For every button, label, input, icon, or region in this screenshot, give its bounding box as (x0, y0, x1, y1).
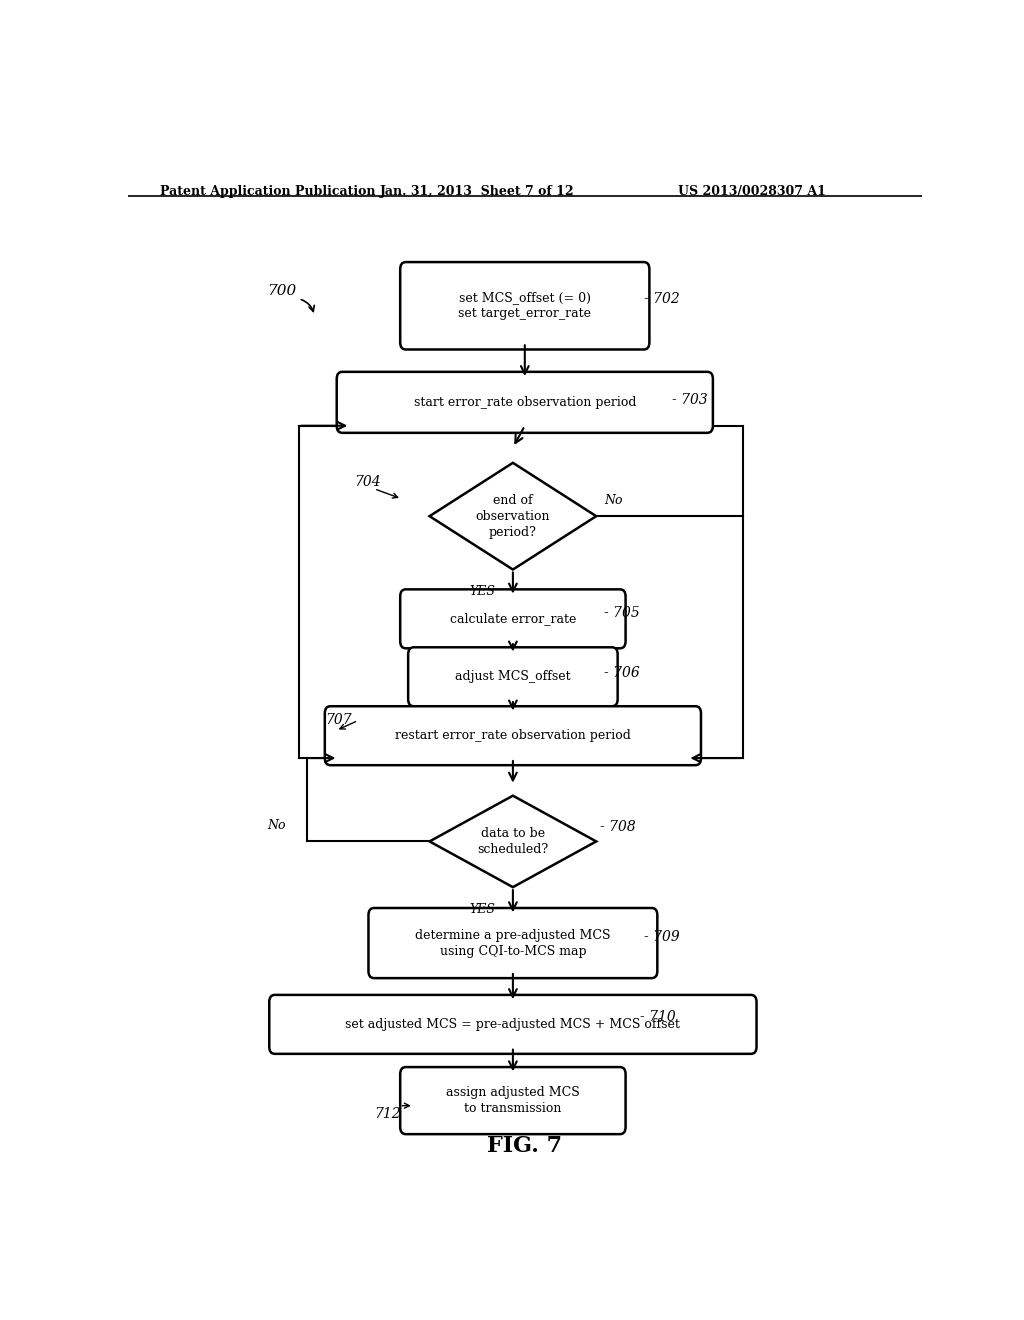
Text: YES: YES (469, 585, 496, 598)
Text: 704: 704 (354, 475, 381, 488)
Text: FIG. 7: FIG. 7 (487, 1135, 562, 1158)
Text: end of
observation
period?: end of observation period? (475, 494, 550, 539)
Text: - 710: - 710 (640, 1010, 676, 1024)
Text: - 706: - 706 (604, 665, 640, 680)
Text: US 2013/0028307 A1: US 2013/0028307 A1 (679, 185, 826, 198)
FancyBboxPatch shape (369, 908, 657, 978)
Text: Patent Application Publication: Patent Application Publication (160, 185, 375, 198)
Text: data to be
scheduled?: data to be scheduled? (477, 826, 549, 855)
FancyBboxPatch shape (325, 706, 701, 766)
Text: determine a pre-adjusted MCS
using CQI-to-MCS map: determine a pre-adjusted MCS using CQI-t… (415, 928, 610, 957)
Text: - 702: - 702 (644, 292, 680, 306)
Polygon shape (430, 463, 596, 569)
Text: 712: 712 (374, 1106, 400, 1121)
FancyBboxPatch shape (269, 995, 757, 1053)
FancyBboxPatch shape (400, 1067, 626, 1134)
Text: Jan. 31, 2013  Sheet 7 of 12: Jan. 31, 2013 Sheet 7 of 12 (380, 185, 574, 198)
FancyBboxPatch shape (400, 589, 626, 648)
Text: YES: YES (469, 903, 496, 916)
FancyBboxPatch shape (337, 372, 713, 433)
Text: start error_rate observation period: start error_rate observation period (414, 396, 636, 409)
Text: 707: 707 (325, 714, 351, 727)
Text: - 705: - 705 (604, 606, 640, 619)
Text: assign adjusted MCS
to transmission: assign adjusted MCS to transmission (446, 1086, 580, 1115)
FancyBboxPatch shape (409, 647, 617, 706)
Text: set MCS_offset (= 0)
set target_error_rate: set MCS_offset (= 0) set target_error_ra… (459, 292, 591, 321)
Text: - 703: - 703 (672, 393, 708, 408)
Text: - 708: - 708 (600, 820, 636, 834)
Text: set adjusted MCS = pre-adjusted MCS + MCS offset: set adjusted MCS = pre-adjusted MCS + MC… (345, 1018, 680, 1031)
Polygon shape (430, 796, 596, 887)
Text: No: No (267, 820, 286, 832)
Text: adjust MCS_offset: adjust MCS_offset (455, 671, 570, 684)
Text: - 709: - 709 (644, 931, 680, 944)
Text: calculate error_rate: calculate error_rate (450, 612, 577, 626)
FancyBboxPatch shape (400, 263, 649, 350)
Text: restart error_rate observation period: restart error_rate observation period (395, 729, 631, 742)
Text: No: No (604, 494, 623, 507)
Text: 700: 700 (267, 284, 296, 297)
